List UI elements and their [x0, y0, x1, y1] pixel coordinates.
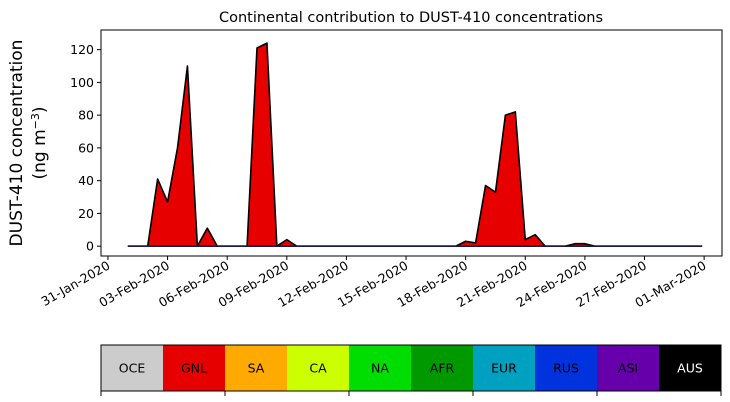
- legend-label-afr: AFR: [430, 361, 455, 376]
- legend-swatch-asi: [597, 345, 660, 391]
- legend-label-na: NA: [371, 361, 389, 376]
- plot-area: [127, 42, 703, 247]
- y-tick-label: 40: [78, 173, 94, 188]
- legend-label-eur: EUR: [491, 361, 517, 376]
- legend-label-ca: CA: [309, 361, 327, 376]
- x-axis: 31-Jan-202003-Feb-202006-Feb-202009-Feb-…: [39, 256, 709, 310]
- plot-frame: [100, 29, 723, 257]
- y-axis-label-unit: (ng m−3): [29, 106, 50, 179]
- legend-swatch-afr: [411, 345, 474, 391]
- legend-swatch-oce: [101, 345, 164, 391]
- y-tick-label: 120: [70, 42, 94, 57]
- legend-swatch-aus: [659, 345, 722, 391]
- legend-label-asi: ASI: [618, 361, 638, 376]
- legend-label-aus: AUS: [677, 361, 703, 376]
- legend-label-sa: SA: [248, 361, 265, 376]
- legend-swatch-eur: [473, 345, 536, 391]
- chart-title: Continental contribution to DUST-410 con…: [219, 10, 603, 26]
- legend-label-oce: OCE: [119, 361, 146, 376]
- legend-swatch-gnl: [163, 345, 226, 391]
- y-tick-label: 100: [70, 75, 94, 90]
- legend-label-gnl: GNL: [181, 361, 207, 376]
- legend-colorbar: OCE GNL SA CA NA AFR EUR RUS ASI AUS: [100, 344, 722, 396]
- legend-swatch-rus: [535, 345, 598, 391]
- y-axis: 0 20 40 60 80 100 120: [70, 42, 101, 254]
- y-axis-label: DUST-410 concentration: [7, 40, 27, 247]
- legend-swatch-sa: [225, 345, 288, 391]
- legend-swatch-na: [349, 345, 412, 391]
- y-tick-label: 60: [78, 140, 94, 155]
- y-tick-label: 80: [78, 108, 94, 123]
- legend-frame: [100, 344, 722, 392]
- legend-swatch-ca: [287, 345, 350, 391]
- legend-label-rus: RUS: [553, 361, 579, 376]
- y-tick-label: 20: [78, 206, 94, 221]
- y-tick-label: 0: [86, 239, 94, 254]
- total-line: [127, 42, 703, 247]
- area-series-gnl: [127, 43, 703, 247]
